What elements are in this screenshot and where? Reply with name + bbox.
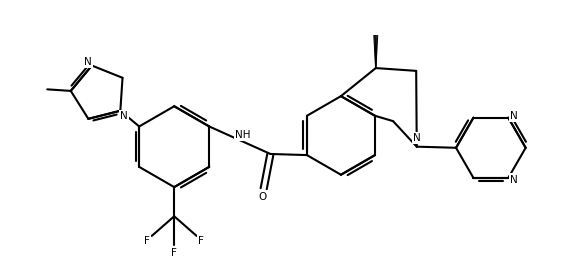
Text: F: F: [144, 236, 150, 246]
Text: N: N: [510, 175, 518, 185]
Text: F: F: [198, 236, 204, 246]
Text: N: N: [510, 111, 518, 121]
Text: N: N: [413, 133, 421, 143]
Text: F: F: [171, 248, 177, 258]
Text: N: N: [83, 57, 91, 67]
Text: NH: NH: [235, 129, 250, 140]
Text: N: N: [120, 111, 127, 121]
Text: O: O: [258, 192, 267, 202]
